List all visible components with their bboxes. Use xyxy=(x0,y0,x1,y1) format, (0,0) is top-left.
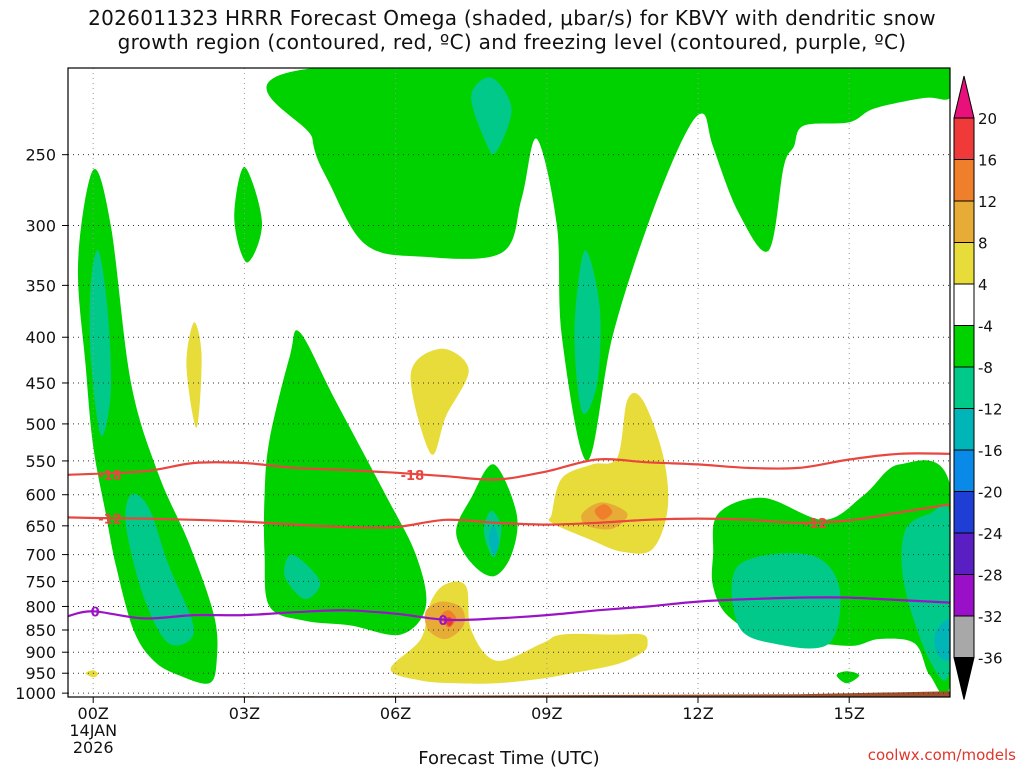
y-tick-label-1: 300 xyxy=(25,216,56,235)
colorbar-label-12: -32 xyxy=(978,608,1003,626)
colorbar-label-0: 20 xyxy=(978,110,997,128)
colorbar-label-11: -28 xyxy=(978,567,1003,585)
colorbar-bin-1 xyxy=(953,117,975,160)
colorbar-bin-2 xyxy=(953,159,975,202)
x-tick-label-0: 00Z xyxy=(78,704,109,723)
x-tick-label-5: 15Z xyxy=(834,704,865,723)
chart-title-line-2: growth region (contoured, red, ºC) and f… xyxy=(117,30,907,54)
omega-region-26 xyxy=(85,670,99,678)
omega-region-22 xyxy=(390,581,648,684)
x-axis-label: Forecast Time (UTC) xyxy=(418,748,599,768)
x-date-label-day: 14JAN xyxy=(69,721,117,740)
y-tick-label-11: 800 xyxy=(25,597,56,616)
contour-label-2-0: 0 xyxy=(91,605,100,620)
omega-region-1 xyxy=(89,250,112,437)
chart-title: 2026011323 HRRR Forecast Omega (shaded, … xyxy=(0,6,1024,54)
contour-label-0-1: -18 xyxy=(401,469,425,484)
contour-label-2-1: 0 xyxy=(438,614,447,629)
omega-region-17 xyxy=(186,322,202,428)
colorbar-bin-12 xyxy=(953,574,975,617)
colorbar-label-6: -8 xyxy=(978,359,993,377)
colorbar-label-10: -24 xyxy=(978,525,1003,543)
colorbar-bin-8 xyxy=(953,408,975,451)
surface-ground xyxy=(68,691,950,697)
omega-region-6 xyxy=(266,68,950,461)
omega-region-21 xyxy=(594,504,613,520)
y-tick-label-8: 650 xyxy=(25,517,56,536)
y-tick-label-15: 1000 xyxy=(15,684,56,703)
y-tick-label-9: 700 xyxy=(25,546,56,565)
omega-region-16 xyxy=(836,671,860,684)
contour-line-0 xyxy=(68,452,950,481)
colorbar-label-13: -36 xyxy=(978,650,1003,668)
omega-region-13 xyxy=(731,553,841,649)
credit-text: coolwx.com/models xyxy=(868,746,1016,764)
colorbar-label-7: -12 xyxy=(978,401,1003,419)
colorbar-label-1: 16 xyxy=(978,152,997,170)
colorbar-bin-10 xyxy=(953,491,975,534)
y-tick-label-5: 500 xyxy=(25,415,56,434)
x-tick-label-4: 12Z xyxy=(682,704,713,723)
y-tick-label-2: 350 xyxy=(25,276,56,295)
contour-label-1-0: -12 xyxy=(98,513,122,528)
colorbar-bin-13 xyxy=(953,615,975,658)
chart-title-line-1: 2026011323 HRRR Forecast Omega (shaded, … xyxy=(88,6,936,30)
omega-region-0 xyxy=(77,168,218,684)
contour-label-1-1: -12 xyxy=(804,517,828,532)
contour-line-2 xyxy=(68,596,950,622)
colorbar-bin-11 xyxy=(953,532,975,575)
omega-region-11 xyxy=(488,525,499,555)
omega-region-15 xyxy=(934,618,950,661)
colorbar-label-9: -20 xyxy=(978,484,1003,502)
colorbar-label-2: 12 xyxy=(978,193,997,211)
colorbar-label-4: 4 xyxy=(978,276,988,294)
x-tick-label-2: 06Z xyxy=(380,704,411,723)
contour-line-1 xyxy=(68,503,950,529)
y-tick-label-14: 950 xyxy=(25,664,56,683)
colorbar-bin-4 xyxy=(953,242,975,285)
omega-region-5 xyxy=(284,554,321,600)
y-tick-label-13: 900 xyxy=(25,643,56,662)
colorbar-label-5: -4 xyxy=(978,318,993,336)
colorbar-bin-6 xyxy=(953,325,975,368)
x-date-label-year: 2026 xyxy=(73,738,114,757)
y-tick-label-7: 600 xyxy=(25,486,56,505)
omega-region-3 xyxy=(234,166,263,263)
x-tick-label-3: 09Z xyxy=(531,704,562,723)
contour-label-0-0: -18 xyxy=(98,469,122,484)
y-tick-label-6: 550 xyxy=(25,452,56,471)
colorbar-label-8: -16 xyxy=(978,442,1003,460)
y-tick-label-0: 250 xyxy=(25,146,56,165)
colorbar-label-3: 8 xyxy=(978,235,988,253)
colorbar-bin-3 xyxy=(953,200,975,243)
y-tick-label-10: 750 xyxy=(25,572,56,591)
y-tick-label-3: 400 xyxy=(25,328,56,347)
plot-area: -18 -18 -12 -12 0 0 xyxy=(68,68,950,697)
omega-region-8 xyxy=(574,250,601,415)
omega-region-7 xyxy=(471,77,512,155)
omega-region-19 xyxy=(548,392,669,554)
y-tick-label-12: 850 xyxy=(25,621,56,640)
colorbar-bin-5 xyxy=(953,283,975,326)
colorbar-top-arrow xyxy=(953,75,975,119)
omega-region-2 xyxy=(125,493,194,646)
colorbar-bin-9 xyxy=(953,449,975,492)
omega-region-18 xyxy=(410,348,469,455)
colorbar-bottom-arrow xyxy=(953,657,975,700)
x-tick-label-1: 03Z xyxy=(229,704,260,723)
omega-region-4 xyxy=(263,330,427,636)
y-tick-label-4: 450 xyxy=(25,374,56,393)
colorbar-bin-7 xyxy=(953,366,975,409)
